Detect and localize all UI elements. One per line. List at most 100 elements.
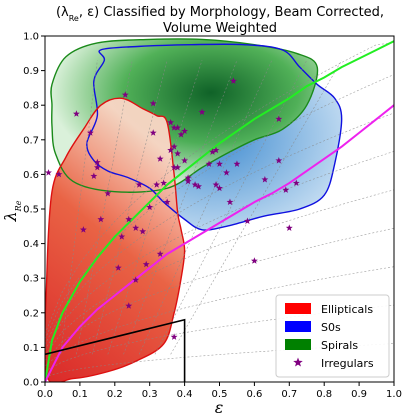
irregular-point xyxy=(177,131,185,138)
legend-label: Irregulars xyxy=(321,357,374,370)
legend-label: S0s xyxy=(321,321,341,334)
slow-rotator-box xyxy=(45,318,186,382)
irregular-point xyxy=(174,150,182,157)
x-axis-ticks: 0.0 0.1 0.2 0.3 0.4 0.5 0.6 0.7 0.8 0.9 1.0 xyxy=(37,382,402,400)
irregular-point xyxy=(90,172,98,180)
irregular-point xyxy=(212,181,220,188)
x-tick-label: 0.4 xyxy=(177,389,193,400)
irregular-point xyxy=(167,146,175,154)
legend: Ellipticals S0s Spirals Irregulars xyxy=(275,294,390,378)
irregular-point xyxy=(233,160,241,167)
model-grid-line xyxy=(154,60,308,355)
y-tick-label: 0.2 xyxy=(23,308,39,319)
irregular-point xyxy=(216,160,223,167)
irregular-point xyxy=(132,224,140,231)
irregular-point xyxy=(170,124,178,131)
model-grid-line xyxy=(45,42,394,334)
irregular-point xyxy=(142,260,150,268)
irregular-point xyxy=(167,118,175,126)
irregular-point xyxy=(104,189,112,197)
x-tick-label: 0.1 xyxy=(72,389,88,400)
irregular-point xyxy=(45,169,52,176)
model-grid-line xyxy=(45,266,394,367)
irregular-point xyxy=(156,250,164,257)
model-grid-line xyxy=(45,112,394,345)
irregular-point xyxy=(97,215,105,223)
y-tick-label: 0.8 xyxy=(23,101,39,112)
irregular-point xyxy=(275,156,283,164)
irregular-point xyxy=(93,163,101,171)
model-grid-line xyxy=(45,151,394,350)
x-tick-label: 0.9 xyxy=(351,389,367,400)
irregular-point xyxy=(170,163,178,171)
model-grid-line xyxy=(138,60,273,355)
y-tick-label: 0.0 xyxy=(23,378,39,389)
x-tick-label: 0.7 xyxy=(281,389,297,400)
y-tick-label: 0.9 xyxy=(23,66,39,77)
model-grid-line xyxy=(123,60,238,355)
irregular-point xyxy=(250,257,258,264)
irregular-point xyxy=(292,179,300,186)
density-contours xyxy=(45,38,343,382)
irregular-point xyxy=(205,160,213,167)
irregular-point xyxy=(170,333,178,340)
irregular-markers xyxy=(45,77,300,340)
irregular-point xyxy=(275,115,283,122)
chart-title-line-2: Volume Weighted xyxy=(163,21,277,36)
model-grid-line xyxy=(76,60,133,355)
irregular-point xyxy=(198,108,206,116)
irregular-point xyxy=(261,175,269,183)
irregular-point xyxy=(181,127,189,135)
irregular-point xyxy=(121,91,129,98)
y-tick-label: 1.0 xyxy=(23,32,39,43)
irregular-point xyxy=(174,124,182,131)
irregular-point xyxy=(195,182,202,190)
irregular-point xyxy=(153,181,161,188)
legend-label: Ellipticals xyxy=(321,303,373,316)
x-tick-label: 0.3 xyxy=(142,389,158,400)
irregular-point xyxy=(132,276,140,283)
irregular-point xyxy=(118,233,126,240)
model-grid-line xyxy=(45,227,394,361)
irregular-point xyxy=(285,224,293,231)
x-tick-label: 0.6 xyxy=(246,389,262,400)
green-curve xyxy=(45,40,394,382)
x-tick-label: 0.2 xyxy=(107,389,123,400)
irregular-point xyxy=(79,226,87,233)
irregular-point xyxy=(125,302,133,309)
model-grid-line xyxy=(45,304,394,372)
legend-frame xyxy=(275,294,390,378)
x-tick-label: 0.0 xyxy=(37,389,53,400)
irregular-point xyxy=(139,227,147,235)
irregular-point xyxy=(209,148,216,155)
irregular-point xyxy=(223,169,230,176)
y-axis-ticks: 0.0 0.1 0.2 0.3 0.4 0.5 0.6 0.7 0.8 0.9 1.0 xyxy=(23,32,45,389)
y-tick-label: 0.6 xyxy=(23,170,39,181)
irregular-point xyxy=(191,181,199,188)
x-tick-label: 1.0 xyxy=(386,389,402,400)
irregular-point xyxy=(72,110,80,117)
irregular-point xyxy=(135,181,143,188)
irregular-point xyxy=(216,184,223,192)
irregular-point xyxy=(149,129,157,136)
spirals-contour-line xyxy=(50,38,319,193)
x-axis-label: ε xyxy=(215,398,224,417)
legend-swatch xyxy=(285,339,311,350)
irregular-point xyxy=(181,156,189,164)
irregular-point xyxy=(184,177,192,185)
legend-star-icon xyxy=(293,357,303,367)
model-curves xyxy=(45,40,394,382)
irregular-point xyxy=(86,129,94,136)
irregular-point xyxy=(282,186,290,193)
y-axis-label: λRe xyxy=(1,200,23,222)
y-tick-label: 0.5 xyxy=(23,205,39,216)
irregular-point xyxy=(156,155,164,162)
irregular-point xyxy=(160,179,168,186)
chart-title: (λRe, ε) Classified by Morphology, Beam … xyxy=(56,5,384,36)
y-tick-label: 0.1 xyxy=(23,343,39,354)
plot-area xyxy=(45,38,394,382)
irregular-point xyxy=(184,174,192,181)
model-grid-line xyxy=(170,60,342,355)
irregular-point xyxy=(114,264,122,271)
irregular-point xyxy=(230,77,237,84)
